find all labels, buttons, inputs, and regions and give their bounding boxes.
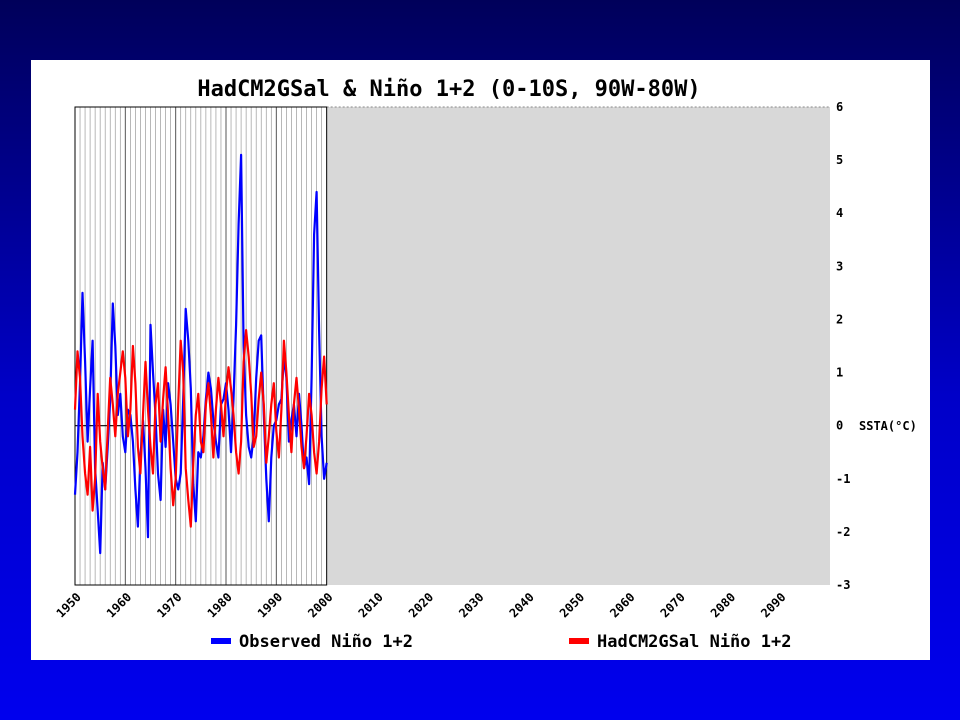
y-tick-label: 1 [836, 366, 843, 380]
x-tick-label: 2040 [507, 590, 537, 620]
x-tick-label: 1950 [54, 590, 84, 620]
y-axis-label: SSTA(°C) [859, 419, 917, 433]
legend-swatch [211, 638, 231, 644]
legend-label: HadCM2GSal Niño 1+2 [597, 632, 791, 652]
x-axis: 1950 1960 1970 1980 1990 2000 2010 2020 2030 2040… [54, 590, 789, 620]
y-axis: -3 -2 -1 0 1 2 3 4 5 6 [836, 100, 850, 592]
x-tick-label: 2070 [658, 590, 688, 620]
y-tick-label: 5 [836, 153, 843, 167]
y-tick-label: 0 [836, 419, 843, 433]
plot-frame [74, 106, 328, 586]
x-tick-label: 2010 [356, 590, 386, 620]
legend: Observed Niño 1+2 HadCM2GSal Niño 1+2 [211, 632, 791, 652]
x-tick-label: 2050 [557, 590, 587, 620]
x-tick-label: 1990 [255, 590, 285, 620]
series-layer [73, 153, 328, 555]
x-tick-label: 2020 [406, 590, 436, 620]
y-tick-label: -1 [836, 472, 850, 486]
y-tick-label: -2 [836, 525, 850, 539]
series-line-1 [73, 329, 328, 528]
y-tick-label: 2 [836, 312, 843, 326]
x-tick-label: 1980 [205, 590, 235, 620]
y-tick-label: 6 [836, 100, 843, 114]
y-tick-label: 3 [836, 259, 843, 273]
chart-title: HadCM2GSal & Niño 1+2 (0-10S, 90W-80W) [197, 77, 700, 102]
x-tick-label: 1970 [154, 590, 184, 620]
x-tick-label: 2000 [305, 590, 335, 620]
sst-anomaly-chart: HadCM2GSal & Niño 1+2 (0-10S, 90W-80W) -… [54, 77, 917, 652]
legend-swatch [569, 638, 589, 644]
x-tick-label: 2090 [758, 590, 788, 620]
legend-label: Observed Niño 1+2 [239, 632, 413, 652]
x-tick-label: 1960 [104, 590, 134, 620]
x-tick-label: 2030 [456, 590, 486, 620]
y-tick-label: 4 [836, 206, 843, 220]
chart-panel: HadCM2GSal & Niño 1+2 (0-10S, 90W-80W) -… [31, 60, 930, 660]
x-tick-label: 2080 [708, 590, 738, 620]
y-tick-label: -3 [836, 578, 850, 592]
projection-shaded-region [326, 107, 830, 585]
x-tick-label: 2060 [607, 590, 637, 620]
